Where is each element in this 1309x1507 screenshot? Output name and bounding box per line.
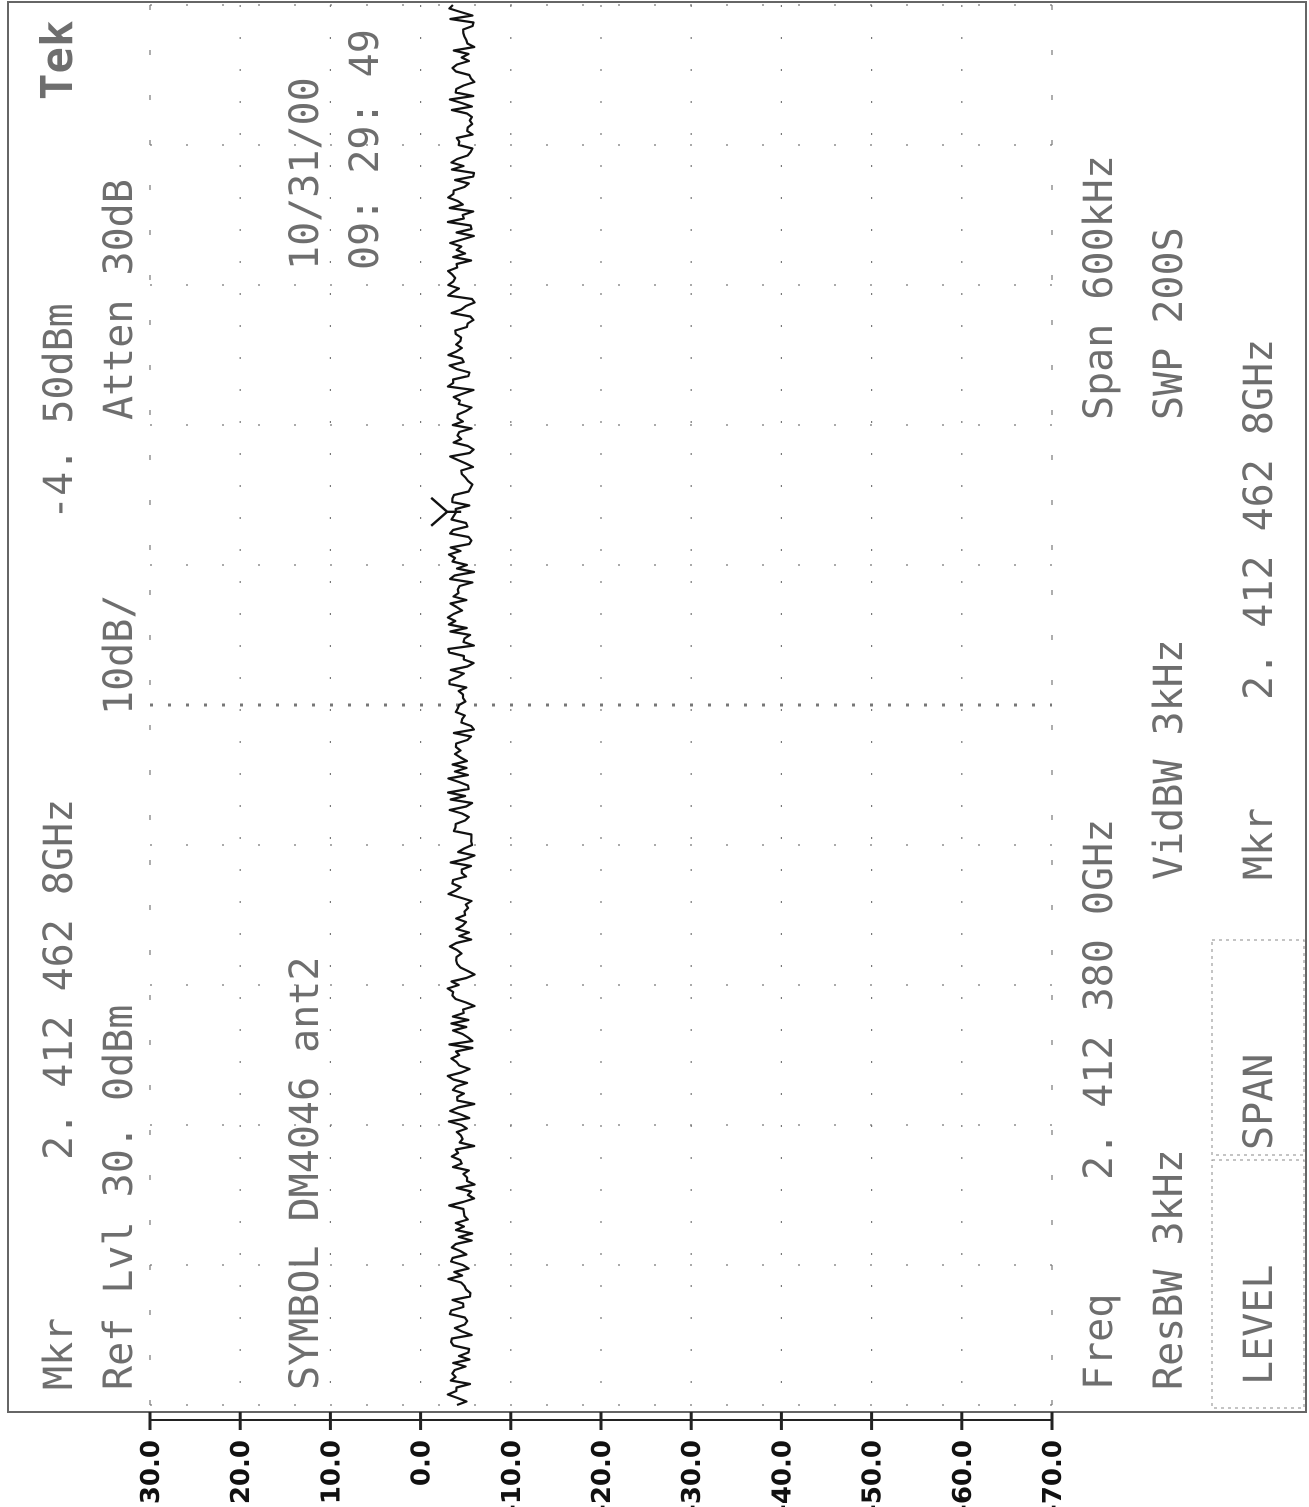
y-tick-label: 30.0 [136, 1440, 166, 1504]
attenuation: Atten 30dB [96, 179, 142, 420]
ref-level: Ref Lvl 30. 0dBm [96, 1005, 142, 1390]
y-tick-label: -20.0 [587, 1440, 617, 1507]
mkr2-value: 2. 412 462 8GHz [1236, 339, 1282, 700]
y-axis-ticks: 30.0 20.0 10.0 0.0 -10.0 -20.0 -30.0 -40.0 -50.0… [136, 1412, 1068, 1507]
mkr-frequency: 2. 412 462 8GHz [36, 799, 82, 1160]
tek-logo: Tek [32, 21, 83, 100]
center-freq-value: 2. 412 380 0GHz [1076, 819, 1122, 1180]
mkr2-label: Mkr [1236, 808, 1282, 880]
mkr-label: Mkr [36, 1318, 82, 1390]
y-tick-label: -10.0 [497, 1440, 527, 1507]
trace [431, 5, 474, 1405]
spectrum-trace [448, 5, 475, 1405]
softkey-span[interactable]: SPAN [1236, 1054, 1282, 1150]
span: Span 600kHz [1076, 155, 1122, 420]
y-tick-label: -60.0 [948, 1440, 978, 1507]
y-tick-label: 10.0 [316, 1440, 346, 1504]
scale-per-div: 10dB/ [96, 595, 142, 715]
softkey-bar: LEVEL SPAN [1212, 940, 1304, 1408]
y-tick-label: 0.0 [407, 1440, 437, 1486]
y-tick-label: -30.0 [677, 1440, 707, 1507]
softkey-level[interactable]: LEVEL [1236, 1265, 1282, 1385]
y-tick-label: -40.0 [767, 1440, 797, 1507]
video-bw: VidBW 3kHz [1146, 639, 1192, 880]
y-tick-label: -50.0 [858, 1440, 888, 1507]
date: 10/31/00 [282, 77, 328, 270]
mkr-level: -4. 50dBm [36, 303, 82, 520]
trace-title: SYMBOL DM4046 ant2 [282, 957, 328, 1390]
y-tick-label: 20.0 [226, 1440, 256, 1504]
time: 09: 29: 49 [342, 29, 388, 270]
sweep-time: SWP 200S [1146, 227, 1192, 420]
resolution-bw: ResBW 3kHz [1146, 1149, 1192, 1390]
center-freq-label: Freq [1076, 1294, 1122, 1390]
y-tick-label: -70.0 [1038, 1440, 1068, 1507]
